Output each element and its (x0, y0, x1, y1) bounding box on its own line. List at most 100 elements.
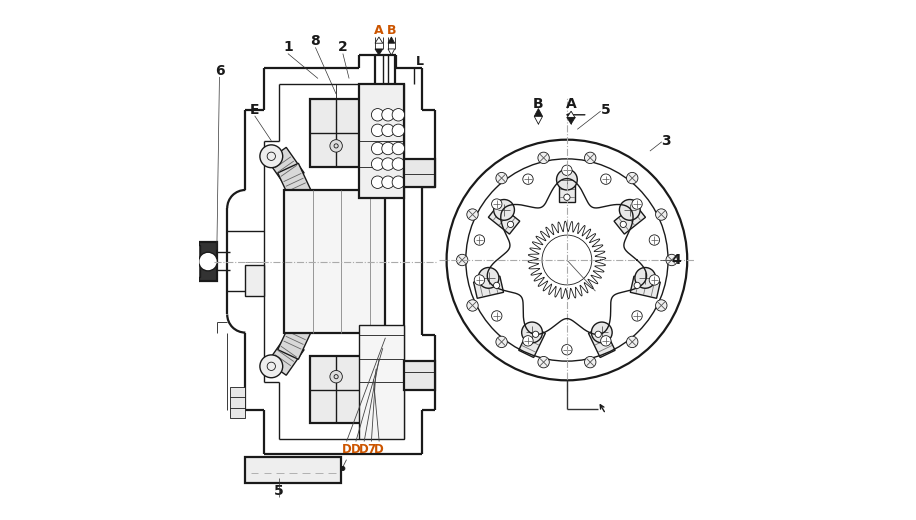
Bar (311, 99, 362, 166)
Circle shape (620, 222, 627, 228)
Circle shape (371, 176, 384, 188)
Polygon shape (534, 116, 542, 124)
Circle shape (532, 331, 539, 337)
Bar (245, 457, 342, 483)
Circle shape (494, 200, 515, 220)
Bar (359, 84, 404, 198)
Text: 8: 8 (311, 34, 321, 48)
Circle shape (666, 254, 677, 266)
Text: 2: 2 (338, 41, 348, 55)
Text: 6: 6 (214, 64, 224, 77)
Circle shape (634, 282, 640, 289)
Circle shape (595, 331, 601, 337)
Circle shape (392, 124, 405, 137)
Circle shape (199, 252, 217, 271)
Bar (404, 159, 435, 187)
Circle shape (478, 267, 499, 288)
Circle shape (371, 142, 384, 155)
Circle shape (523, 335, 533, 346)
Polygon shape (534, 109, 542, 116)
Bar (518, 326, 545, 358)
Bar (359, 325, 404, 439)
Circle shape (601, 335, 611, 346)
Circle shape (330, 370, 343, 383)
Bar (559, 175, 575, 202)
Circle shape (382, 124, 394, 137)
Text: L: L (416, 55, 423, 68)
Circle shape (496, 173, 507, 184)
Bar (630, 276, 660, 298)
Circle shape (371, 158, 384, 170)
Circle shape (474, 275, 485, 285)
Polygon shape (388, 37, 395, 43)
Bar (284, 190, 386, 333)
Circle shape (584, 356, 596, 368)
Text: A: A (375, 24, 384, 37)
Circle shape (494, 282, 500, 289)
Bar (588, 326, 616, 358)
Circle shape (392, 109, 405, 121)
Circle shape (496, 336, 507, 347)
Text: D: D (351, 443, 361, 456)
Circle shape (538, 356, 550, 368)
Text: D: D (375, 443, 384, 456)
Circle shape (632, 311, 642, 321)
Circle shape (632, 199, 642, 209)
Circle shape (260, 145, 283, 167)
Bar (191, 245, 201, 277)
Circle shape (523, 174, 533, 185)
Circle shape (382, 109, 394, 121)
Circle shape (382, 158, 394, 170)
Text: B: B (532, 97, 543, 111)
Circle shape (601, 174, 611, 185)
Circle shape (392, 142, 405, 155)
Text: D: D (342, 443, 352, 456)
Circle shape (562, 165, 572, 175)
Circle shape (619, 200, 640, 220)
Polygon shape (375, 49, 383, 55)
Circle shape (592, 322, 612, 343)
Bar (488, 204, 519, 234)
Bar (267, 147, 304, 186)
Text: 1: 1 (283, 41, 293, 55)
Circle shape (656, 300, 667, 311)
Bar (474, 276, 504, 298)
Text: 5: 5 (274, 484, 284, 498)
Circle shape (521, 322, 542, 343)
Text: E: E (250, 102, 259, 116)
Circle shape (492, 199, 502, 209)
Bar (230, 387, 245, 418)
Text: 3: 3 (660, 134, 671, 148)
Circle shape (330, 140, 343, 152)
Circle shape (467, 300, 478, 311)
Circle shape (649, 275, 660, 285)
Polygon shape (567, 111, 575, 118)
Bar (614, 204, 646, 234)
Bar (199, 242, 217, 281)
Circle shape (627, 173, 638, 184)
Circle shape (371, 109, 384, 121)
Text: 5: 5 (601, 102, 611, 116)
Circle shape (563, 194, 570, 200)
Circle shape (656, 209, 667, 220)
Circle shape (562, 345, 572, 355)
Bar (245, 265, 264, 296)
Circle shape (341, 466, 345, 471)
Bar (278, 163, 311, 201)
Circle shape (507, 222, 514, 228)
Circle shape (627, 336, 638, 347)
Text: 4: 4 (671, 253, 681, 267)
Text: A: A (566, 97, 576, 111)
Circle shape (371, 124, 384, 137)
Circle shape (382, 176, 394, 188)
Circle shape (649, 235, 660, 245)
Circle shape (492, 311, 502, 321)
Text: 7: 7 (367, 443, 376, 456)
Bar (404, 361, 435, 389)
Circle shape (635, 267, 656, 288)
Circle shape (584, 152, 596, 164)
Circle shape (467, 209, 478, 220)
Bar (267, 336, 304, 375)
Circle shape (474, 235, 485, 245)
Bar (278, 321, 311, 359)
